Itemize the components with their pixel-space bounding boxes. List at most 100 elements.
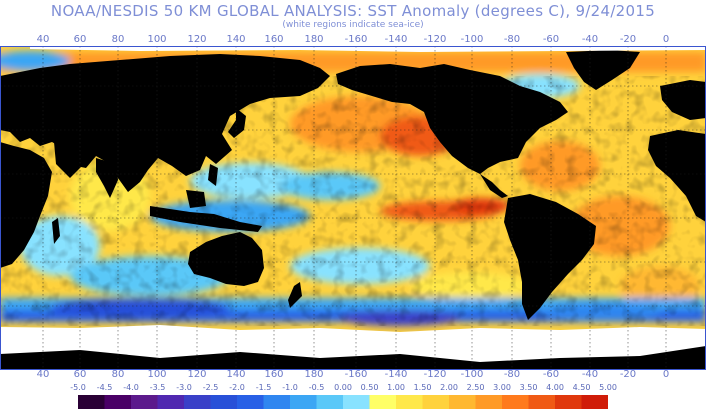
landmass-philippines — [208, 164, 218, 186]
lon-label: 0 — [662, 34, 670, 45]
legend-swatch — [210, 395, 238, 409]
lon-label: -160 — [344, 34, 368, 45]
lon-label: 100 — [147, 34, 167, 45]
legend-tick-label: -5.0 — [70, 383, 86, 392]
lon-label: 140 — [226, 369, 246, 380]
legend-tick-label: -1.0 — [282, 383, 298, 392]
lon-label: -80 — [503, 369, 521, 380]
legend-tick-label: 1.50 — [413, 383, 432, 392]
lon-label: -100 — [460, 369, 484, 380]
lon-label: 60 — [73, 369, 87, 380]
legend-swatch — [475, 395, 503, 409]
legend-swatch — [369, 395, 397, 409]
lon-label: 180 — [304, 369, 324, 380]
legend-swatch — [502, 395, 529, 409]
legend-tick-label: -4.0 — [123, 383, 139, 392]
landmass-indonesia — [150, 206, 262, 232]
top-longitude-labels: 40 60 80 100 120 140 160 180 -160 -140 -… — [0, 34, 706, 46]
landmass-greenland — [566, 50, 640, 90]
legend-swatch — [104, 395, 132, 409]
landmass-africa — [0, 142, 52, 268]
lon-label: 180 — [304, 34, 324, 45]
legend-tick-label: -1.5 — [255, 383, 272, 392]
lon-label: 160 — [264, 34, 284, 45]
lon-label: -120 — [423, 369, 447, 380]
landmass-central-america — [480, 174, 508, 198]
legend-swatch — [78, 395, 105, 409]
legend-tick-label: 3.50 — [519, 383, 538, 392]
lon-label: -60 — [542, 369, 560, 380]
legend-swatch — [157, 395, 185, 409]
lon-label: -140 — [384, 34, 408, 45]
color-legend — [78, 395, 608, 409]
legend-tick-label: 2.50 — [466, 383, 485, 392]
landmass-north-america — [336, 64, 568, 174]
legend-tick-label: 0.50 — [360, 383, 379, 392]
legend-swatch — [581, 395, 608, 409]
legend-swatch — [316, 395, 344, 409]
legend-tick-label: 1.00 — [387, 383, 405, 392]
bottom-longitude-labels: 40 60 80 100 120 140 160 180 -160 -140 -… — [0, 369, 706, 381]
legend-tick-label: -4.5 — [96, 383, 113, 392]
lon-label: -40 — [581, 369, 599, 380]
legend-tick-label: -3.0 — [176, 383, 192, 392]
lon-label: 40 — [36, 34, 50, 45]
legend-swatch — [131, 395, 158, 409]
lon-label: 120 — [187, 369, 207, 380]
lon-label: 80 — [111, 34, 125, 45]
lon-label: 0 — [662, 369, 670, 380]
landmass-madagascar — [52, 218, 60, 244]
landmass-japan — [228, 108, 246, 138]
lon-label: 100 — [147, 369, 167, 380]
landmass-new-zealand — [288, 282, 302, 308]
lon-label: -40 — [581, 34, 599, 45]
landmass-south-america — [504, 194, 596, 320]
lon-label: -20 — [619, 369, 637, 380]
legend-swatch — [184, 395, 211, 409]
legend-swatch — [422, 395, 450, 409]
map-title: NOAA/NESDIS 50 KM GLOBAL ANALYSIS: SST A… — [50, 2, 656, 20]
legend-tick-label: 4.50 — [572, 383, 591, 392]
legend-swatch — [528, 395, 556, 409]
legend-tick-label: -0.5 — [308, 383, 325, 392]
legend-tick-label: 2.00 — [440, 383, 458, 392]
landmass-europe — [660, 80, 706, 120]
landmass-west-africa — [648, 130, 706, 222]
map-subtitle: (white regions indicate sea-ice) — [282, 20, 424, 30]
graticule — [0, 46, 706, 370]
lon-label: -120 — [423, 34, 447, 45]
legend-swatch — [263, 395, 291, 409]
lon-label: 80 — [111, 369, 125, 380]
legend-tick-label: 0.00 — [334, 383, 352, 392]
sst-anomaly-map — [0, 46, 706, 370]
legend-tick-label: 3.00 — [493, 383, 511, 392]
lon-label: 140 — [226, 34, 246, 45]
sea-ice-antarctic — [0, 325, 706, 362]
lon-label: -20 — [619, 34, 637, 45]
legend-swatch — [555, 395, 582, 409]
legend-tick-label: -3.5 — [149, 383, 166, 392]
legend-tick-label: 5.00 — [599, 383, 617, 392]
lon-label: 160 — [264, 369, 284, 380]
sea-ice-arctic — [30, 46, 706, 52]
legend-swatch — [343, 395, 370, 409]
legend-tick-label: 4.00 — [546, 383, 564, 392]
legend-tick-label: -2.5 — [202, 383, 219, 392]
lon-label: -100 — [460, 34, 484, 45]
lon-label: -140 — [384, 369, 408, 380]
lon-label: 60 — [73, 34, 87, 45]
lon-label: 120 — [187, 34, 207, 45]
lon-label: -60 — [542, 34, 560, 45]
legend-swatch — [449, 395, 476, 409]
lon-label: -160 — [344, 369, 368, 380]
landmass-australia — [188, 232, 264, 286]
landmass-arabia — [54, 142, 82, 178]
lon-label: -80 — [503, 34, 521, 45]
landmass-borneo — [186, 190, 206, 208]
lon-label: 40 — [36, 369, 50, 380]
legend-swatch — [290, 395, 317, 409]
legend-tick-label: -2.0 — [229, 383, 245, 392]
landmass-eurasia — [0, 54, 330, 192]
landmass-india — [96, 158, 118, 198]
legend-swatch — [237, 395, 264, 409]
